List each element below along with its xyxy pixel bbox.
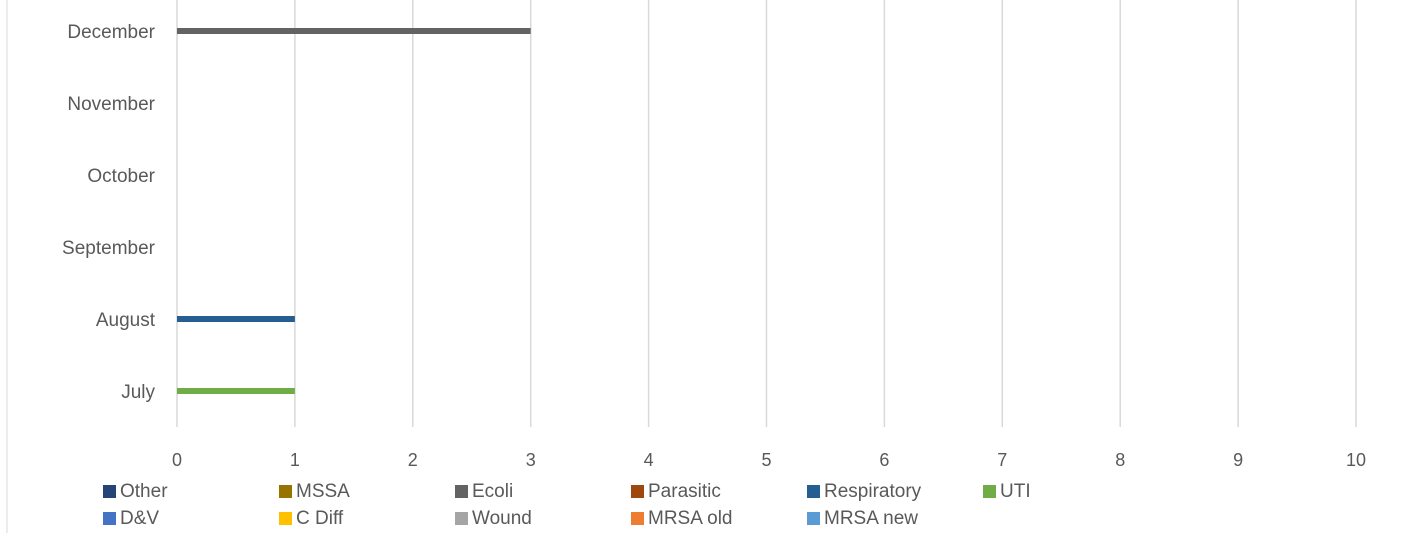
- legend-item: D&V: [103, 506, 279, 531]
- legend-swatch: [631, 512, 644, 525]
- legend-label: Wound: [472, 507, 532, 529]
- x-tick-label: 5: [761, 450, 771, 470]
- x-tick-label: 6: [879, 450, 889, 470]
- legend-label: Other: [120, 480, 168, 502]
- x-tick-label: 10: [1346, 450, 1366, 470]
- x-tick-label: 4: [644, 450, 654, 470]
- legend-swatch: [455, 485, 468, 498]
- x-tick-label: 1: [290, 450, 300, 470]
- legend-item: Wound: [455, 506, 631, 531]
- y-category-label: October: [87, 166, 155, 187]
- bar: [177, 28, 531, 34]
- x-tick-label: 3: [526, 450, 536, 470]
- y-category-label: December: [67, 22, 155, 43]
- legend-label: Ecoli: [472, 480, 514, 502]
- legend-label: D&V: [120, 507, 160, 529]
- bar: [177, 316, 295, 322]
- gridlines: [176, 0, 1357, 427]
- legend-swatch: [103, 512, 116, 525]
- y-axis-labels: July August September October November Decemb…: [62, 22, 156, 403]
- legend-item: C Diff: [279, 506, 455, 531]
- x-tick-label: 2: [408, 450, 418, 470]
- legend-swatch: [279, 512, 292, 525]
- bars: [177, 28, 531, 394]
- legend-item: MRSA old: [631, 506, 807, 531]
- legend-item: MRSA new: [807, 506, 983, 531]
- legend-label: Respiratory: [824, 480, 922, 502]
- y-category-label: July: [121, 382, 155, 403]
- legend-swatch: [455, 512, 468, 525]
- legend: Other MSSA Ecoli Parasitic Respiratory UTI D&V…: [103, 479, 1103, 531]
- legend-swatch: [983, 485, 996, 498]
- legend-label: C Diff: [296, 507, 344, 529]
- legend-swatch: [631, 485, 644, 498]
- legend-item: Parasitic: [631, 479, 807, 504]
- x-axis-labels: 0 1 2 3 4 5 6 7 8 9 10: [172, 450, 1366, 470]
- legend-item: Respiratory: [807, 479, 983, 504]
- legend-item: MSSA: [279, 479, 455, 504]
- y-category-label: August: [96, 310, 156, 331]
- legend-swatch: [103, 485, 116, 498]
- legend-swatch: [807, 512, 820, 525]
- legend-label: Parasitic: [648, 480, 721, 502]
- y-category-label: September: [62, 238, 156, 259]
- legend-swatch: [279, 485, 292, 498]
- legend-label: MRSA new: [824, 507, 918, 529]
- x-tick-label: 8: [1115, 450, 1125, 470]
- legend-label: MRSA old: [648, 507, 733, 529]
- bar: [177, 388, 295, 394]
- legend-label: UTI: [1000, 480, 1031, 502]
- x-tick-label: 7: [997, 450, 1007, 470]
- legend-item: Other: [103, 479, 279, 504]
- legend-item: Ecoli: [455, 479, 631, 504]
- x-tick-label: 9: [1233, 450, 1243, 470]
- legend-swatch: [807, 485, 820, 498]
- x-tick-label: 0: [172, 450, 182, 470]
- y-category-label: November: [67, 94, 155, 115]
- legend-item: UTI: [983, 479, 1159, 504]
- legend-label: MSSA: [296, 480, 350, 502]
